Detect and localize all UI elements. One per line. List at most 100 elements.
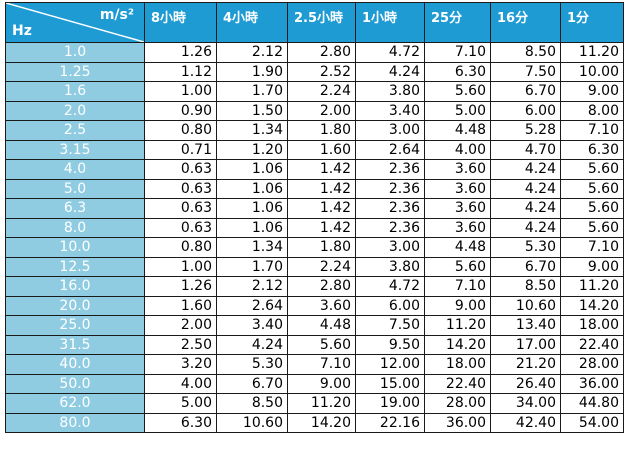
limit-value-cell: 4.24 xyxy=(490,217,561,238)
limit-value-cell: 1.42 xyxy=(287,159,356,180)
limit-value-cell: 4.48 xyxy=(287,315,356,336)
table-row: 62.0 5.00 8.50 11.20 19.00 28.00 34.00 44.80 xyxy=(5,393,624,414)
limit-value-cell: 3.40 xyxy=(216,315,288,336)
limit-value-cell: 1.00 xyxy=(144,81,217,102)
limit-value-cell: 1.42 xyxy=(287,198,356,219)
limit-value-cell: 10.60 xyxy=(490,295,561,316)
limit-value-cell: 28.00 xyxy=(560,354,624,375)
limit-value-cell: 7.10 xyxy=(424,42,491,63)
limit-value-cell: 3.60 xyxy=(424,159,491,180)
frequency-cell: 8.0 xyxy=(5,217,145,238)
limit-value-cell: 15.00 xyxy=(355,373,425,394)
frequency-cell: 6.3 xyxy=(5,198,145,219)
limit-value-cell: 2.64 xyxy=(216,295,288,316)
frequency-cell: 10.0 xyxy=(5,237,145,258)
limit-value-cell: 22.40 xyxy=(560,334,624,355)
table-row: 25.0 2.00 3.40 4.48 7.50 11.20 13.40 18.00 xyxy=(5,315,624,336)
limit-value-cell: 5.60 xyxy=(424,256,491,277)
frequency-cell: 25.0 xyxy=(5,315,145,336)
limit-value-cell: 28.00 xyxy=(424,393,491,414)
limit-value-cell: 2.00 xyxy=(144,315,217,336)
table-row: 1.25 1.12 1.90 2.52 4.24 6.30 7.50 10.00 xyxy=(5,61,624,82)
frequency-cell: 31.5 xyxy=(5,334,145,355)
limit-value-cell: 3.20 xyxy=(144,354,217,375)
limit-value-cell: 44.80 xyxy=(560,393,624,414)
limit-value-cell: 0.90 xyxy=(144,100,217,121)
limit-value-cell: 1.60 xyxy=(287,139,356,160)
limit-value-cell: 3.80 xyxy=(355,81,425,102)
limit-value-cell: 6.70 xyxy=(490,81,561,102)
frequency-cell: 3.15 xyxy=(5,139,145,160)
limit-value-cell: 3.40 xyxy=(355,100,425,121)
column-header-1min: 1分 xyxy=(560,2,624,43)
column-header-8h: 8小時 xyxy=(144,2,217,43)
table-row: 8.0 0.63 1.06 1.42 2.36 3.60 4.24 5.60 xyxy=(5,217,624,238)
acceleration-unit-label: m/s² xyxy=(99,7,134,23)
limit-value-cell: 8.50 xyxy=(490,276,561,297)
table-row: 6.3 0.63 1.06 1.42 2.36 3.60 4.24 5.60 xyxy=(5,198,624,219)
limit-value-cell: 2.80 xyxy=(287,42,356,63)
limit-value-cell: 19.00 xyxy=(355,393,425,414)
limit-value-cell: 4.00 xyxy=(424,139,491,160)
limit-value-cell: 8.50 xyxy=(216,393,288,414)
limit-value-cell: 11.20 xyxy=(424,315,491,336)
table-row: 80.0 6.30 10.60 14.20 22.16 36.00 42.40 54.00 xyxy=(5,412,624,433)
limit-value-cell: 34.00 xyxy=(490,393,561,414)
limit-value-cell: 4.24 xyxy=(216,334,288,355)
column-header-2-5h: 2.5小時 xyxy=(287,2,356,43)
table-row: 4.0 0.63 1.06 1.42 2.36 3.60 4.24 5.60 xyxy=(5,159,624,180)
limit-value-cell: 2.52 xyxy=(287,61,356,82)
limit-value-cell: 26.40 xyxy=(490,373,561,394)
limit-value-cell: 12.00 xyxy=(355,354,425,375)
column-header-1h: 1小時 xyxy=(355,2,425,43)
limit-value-cell: 4.24 xyxy=(355,61,425,82)
limit-value-cell: 2.24 xyxy=(287,81,356,102)
limit-value-cell: 0.71 xyxy=(144,139,217,160)
limit-value-cell: 2.36 xyxy=(355,178,425,199)
table-row: 12.5 1.00 1.70 2.24 3.80 5.60 6.70 9.00 xyxy=(5,256,624,277)
frequency-cell: 80.0 xyxy=(5,412,145,433)
table-row: 2.0 0.90 1.50 2.00 3.40 5.00 6.00 8.00 xyxy=(5,100,624,121)
frequency-cell: 62.0 xyxy=(5,393,145,414)
limit-value-cell: 2.36 xyxy=(355,159,425,180)
limit-value-cell: 4.72 xyxy=(355,276,425,297)
limit-value-cell: 9.00 xyxy=(560,256,624,277)
frequency-cell: 1.6 xyxy=(5,81,145,102)
limit-value-cell: 1.80 xyxy=(287,120,356,141)
limit-value-cell: 1.06 xyxy=(216,178,288,199)
limit-value-cell: 3.80 xyxy=(355,256,425,277)
limit-value-cell: 5.60 xyxy=(560,217,624,238)
limit-value-cell: 1.34 xyxy=(216,237,288,258)
limit-value-cell: 1.60 xyxy=(144,295,217,316)
limit-value-cell: 9.00 xyxy=(424,295,491,316)
table-row: 1.0 1.26 2.12 2.80 4.72 7.10 8.50 11.20 xyxy=(5,42,624,63)
limit-value-cell: 6.30 xyxy=(144,412,217,433)
limit-value-cell: 18.00 xyxy=(560,315,624,336)
table-header: m/s² Hz 8小時 4小時 2.5小時 1小時 25分 16分 1分 xyxy=(5,2,624,43)
limit-value-cell: 10.00 xyxy=(560,61,624,82)
limit-value-cell: 4.24 xyxy=(490,178,561,199)
limit-value-cell: 5.60 xyxy=(287,334,356,355)
limit-value-cell: 5.28 xyxy=(490,120,561,141)
column-header-25min: 25分 xyxy=(424,2,491,43)
frequency-cell: 50.0 xyxy=(5,373,145,394)
limit-value-cell: 0.63 xyxy=(144,178,217,199)
limit-value-cell: 2.24 xyxy=(287,256,356,277)
limit-value-cell: 6.30 xyxy=(560,139,624,160)
limit-value-cell: 3.60 xyxy=(287,295,356,316)
frequency-cell: 1.0 xyxy=(5,42,145,63)
limit-value-cell: 1.34 xyxy=(216,120,288,141)
limit-value-cell: 5.00 xyxy=(144,393,217,414)
column-header-16min: 16分 xyxy=(490,2,561,43)
limit-value-cell: 6.70 xyxy=(490,256,561,277)
limit-value-cell: 14.20 xyxy=(424,334,491,355)
column-header-4h: 4小時 xyxy=(216,2,288,43)
limit-value-cell: 5.30 xyxy=(216,354,288,375)
frequency-cell: 16.0 xyxy=(5,276,145,297)
limit-value-cell: 3.60 xyxy=(424,198,491,219)
limit-value-cell: 1.20 xyxy=(216,139,288,160)
limit-value-cell: 3.00 xyxy=(355,237,425,258)
limit-value-cell: 1.26 xyxy=(144,42,217,63)
table-row: 40.0 3.20 5.30 7.10 12.00 18.00 21.20 28.00 xyxy=(5,354,624,375)
limit-value-cell: 4.24 xyxy=(490,198,561,219)
